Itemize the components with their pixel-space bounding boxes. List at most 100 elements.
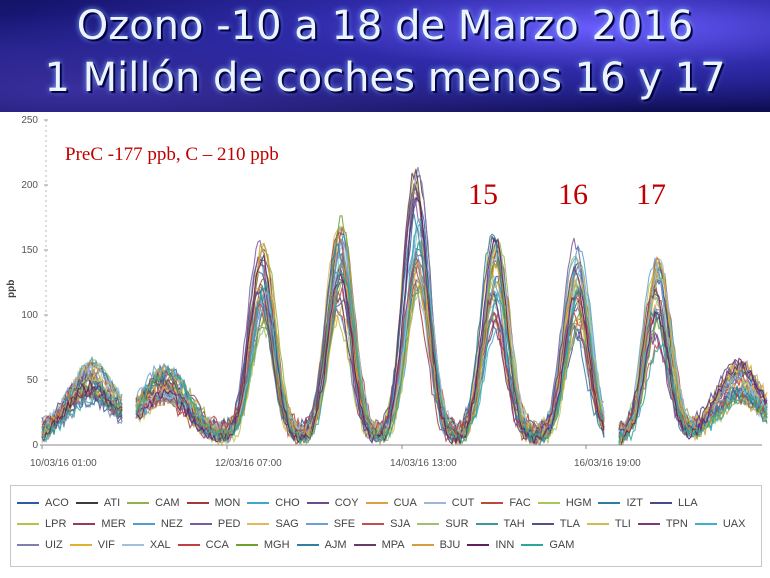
- legend-label: BJU: [439, 538, 461, 551]
- legend-item: MON: [186, 492, 241, 513]
- y-axis-label: ppb: [6, 280, 17, 298]
- legend-item: LLA: [649, 492, 698, 513]
- series-line-uax: [135, 217, 605, 441]
- legend-swatch: [586, 522, 609, 525]
- legend-label: SAG: [275, 517, 299, 530]
- legend-item: SUR: [417, 513, 469, 534]
- legend-label: SFE: [333, 517, 356, 530]
- legend-label: COY: [334, 496, 359, 509]
- series-line-mpa: [135, 169, 605, 443]
- legend-item: LPR: [17, 513, 66, 534]
- legend-swatch: [467, 543, 490, 546]
- series-line-uiz: [135, 166, 605, 447]
- legend-label: CHO: [275, 496, 300, 509]
- legend-item: CHO: [247, 492, 300, 513]
- chart-legend: ACO ATI CAM MON CHO COY CUA CUT FAC HGM IZT LLA LPR M…: [10, 485, 762, 567]
- legend-label: UAX: [722, 517, 746, 530]
- series-line-bju: [618, 256, 768, 445]
- legend-label: VIF: [97, 538, 115, 551]
- legend-swatch: [365, 501, 388, 504]
- legend-item: SFE: [305, 513, 356, 534]
- legend-swatch: [75, 501, 98, 504]
- legend-swatch: [423, 501, 446, 504]
- legend-label: CUT: [451, 496, 475, 509]
- legend-label: LLA: [677, 496, 698, 509]
- y-tick-label: 0: [32, 440, 38, 451]
- legend-swatch: [306, 501, 329, 504]
- legend-item: COY: [306, 492, 359, 513]
- legend-swatch: [235, 543, 258, 546]
- series-line-aco: [135, 192, 605, 440]
- y-tick-label: 100: [21, 310, 38, 321]
- legend-swatch: [362, 522, 385, 525]
- day-label-17: 17: [636, 178, 666, 211]
- legend-swatch: [475, 522, 498, 525]
- legend-item: SJA: [362, 513, 410, 534]
- legend-label: MON: [214, 496, 241, 509]
- series-line-cua: [135, 182, 605, 445]
- legend-label: TAH: [503, 517, 525, 530]
- legend-swatch: [649, 501, 672, 504]
- y-tick-label: 150: [21, 245, 38, 256]
- series-line-vif: [135, 246, 605, 437]
- series-line-ped: [135, 195, 605, 441]
- title-line-1: Ozono -10 a 18 de Marzo 2016: [76, 3, 694, 49]
- legend-swatch: [305, 522, 328, 525]
- x-tick-label: 10/03/16 01:00: [30, 458, 97, 469]
- day-label-15: 15: [468, 178, 498, 211]
- legend-swatch: [189, 522, 212, 525]
- series-line-fac: [135, 226, 605, 435]
- legend-item: MGH: [235, 534, 290, 555]
- legend-label: TLI: [614, 517, 631, 530]
- legend-item: ATI: [75, 492, 121, 513]
- y-tick-label: 250: [21, 115, 38, 126]
- legend-label: NEZ: [160, 517, 183, 530]
- ozone-line-chart: 250 200 150 100 50 0 ppb 10/03/16 01:00 12/03/…: [6, 115, 768, 469]
- x-tick-label: 16/03/16 19:00: [574, 458, 641, 469]
- series-line-ajm: [135, 213, 605, 444]
- legend-swatch: [247, 522, 270, 525]
- series-line-tli: [135, 225, 605, 448]
- legend-item: CAM: [127, 492, 180, 513]
- legend-label: TLA: [559, 517, 580, 530]
- series-line-cam: [135, 239, 605, 434]
- legend-label: INN: [495, 538, 515, 551]
- series-line-hgm: [135, 183, 605, 435]
- series-line-uax: [618, 266, 768, 437]
- y-tick-label: 200: [21, 180, 38, 191]
- series-line-xal: [135, 226, 605, 434]
- day-label-16: 16: [558, 178, 588, 211]
- legend-swatch: [17, 501, 39, 504]
- legend-item: HGM: [537, 492, 591, 513]
- legend-item: CUT: [423, 492, 475, 513]
- series-line-gam: [618, 342, 768, 446]
- series-line-cca: [135, 230, 605, 436]
- legend-item: BJU: [411, 534, 461, 555]
- legend-item: INN: [467, 534, 514, 555]
- series-line-lla: [135, 229, 605, 434]
- legend-item: SAG: [247, 513, 299, 534]
- legend-item: CCA: [177, 534, 229, 555]
- series-line-mpa: [41, 385, 123, 437]
- legend-item: XAL: [121, 534, 171, 555]
- legend-item: MPA: [353, 534, 405, 555]
- legend-item: TAH: [475, 513, 525, 534]
- legend-item: TPN: [637, 513, 688, 534]
- legend-label: ATI: [103, 496, 121, 509]
- series-line-sag: [135, 187, 605, 446]
- legend-label: XAL: [149, 538, 171, 551]
- legend-swatch: [296, 543, 319, 546]
- legend-swatch: [531, 522, 554, 525]
- legend-label: UIZ: [45, 538, 63, 551]
- x-tick-label: 14/03/16 13:00: [390, 458, 457, 469]
- legend-label: FAC: [509, 496, 531, 509]
- legend-swatch: [537, 501, 560, 504]
- legend-item: UIZ: [17, 534, 63, 555]
- series-line-bju: [135, 242, 605, 442]
- series-line-gam: [135, 241, 605, 446]
- legend-swatch: [177, 543, 200, 546]
- legend-label: SUR: [445, 517, 469, 530]
- legend-swatch: [247, 501, 270, 504]
- y-grid: [44, 119, 48, 446]
- legend-label: ACO: [45, 496, 69, 509]
